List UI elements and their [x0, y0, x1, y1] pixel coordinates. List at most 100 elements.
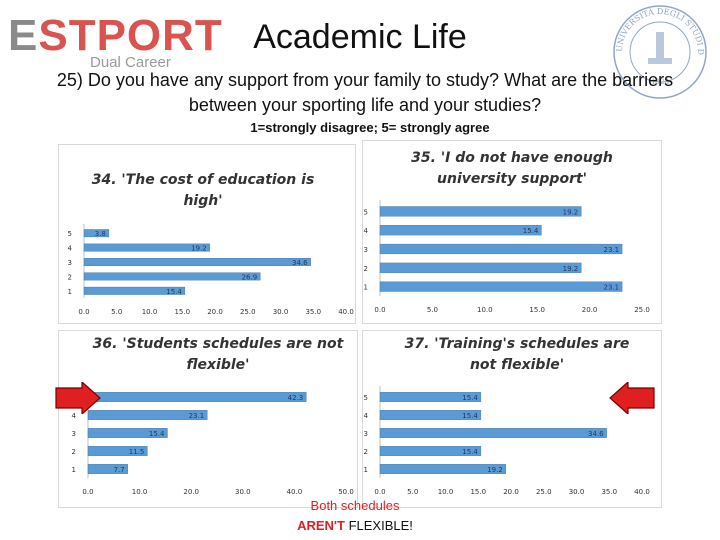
value-label: 19.2: [487, 466, 503, 474]
category-label: 4: [68, 245, 73, 253]
category-label: 3: [72, 430, 76, 438]
seal-year: 1928: [651, 78, 669, 86]
x-tick-label: 15.0: [470, 488, 486, 496]
x-tick-label: 35.0: [305, 308, 321, 316]
chart-frame: [58, 330, 358, 508]
x-tick-label: 10.0: [142, 308, 158, 316]
left-red-arrow-icon: [55, 382, 101, 414]
bar: [87, 446, 148, 456]
chart-37-plot: 0.0 5.0 10.0 15.0 20.0 25.0 30.0 35.0 40.0 1 19.2 2…: [362, 330, 662, 508]
value-label: 19.2: [563, 208, 579, 216]
chart-34-cost-of-education: 34. 'The cost of education is high' 0.0 5…: [58, 144, 356, 324]
category-label: 4: [364, 412, 369, 420]
category-label: 2: [72, 448, 76, 456]
logo-wordmark: ESTPORT: [8, 11, 222, 60]
category-label: 1: [68, 288, 72, 296]
chart-title: 36. 'Students schedules are not flexible…: [92, 336, 344, 373]
estport-logo: ESTPORT Dual Career: [8, 11, 222, 72]
category-label: 1: [72, 466, 76, 474]
footer-emphasis: AREN'T: [297, 518, 345, 533]
scale-note: 1=strongly disagree; 5= strongly agree: [250, 120, 490, 135]
chart-35-plot: 0.0 5.0 10.0 15.0 20.0 25.0 1 23.1 2 19.2 3 23.1 4 15…: [362, 140, 662, 324]
x-tick-label: 0.0: [82, 488, 93, 496]
category-label: 3: [364, 430, 368, 438]
chart-frame: [58, 144, 356, 324]
chart-frame: [362, 140, 662, 324]
value-label: 26.9: [242, 273, 258, 281]
value-label: 42.3: [288, 394, 304, 402]
bar: [87, 410, 208, 420]
x-tick-label: 0.0: [78, 308, 89, 316]
category-label: 2: [364, 265, 368, 273]
page-title: Academic Life: [253, 18, 467, 56]
chart-34-plot: 0.0 5.0 10.0 15.0 20.0 25.0 30.0 35.0 40.0 1 15.4 2…: [58, 144, 356, 324]
bar: [379, 281, 623, 292]
x-tick-label: 25.0: [240, 308, 256, 316]
x-tick-label: 0.0: [374, 306, 385, 314]
x-tick-label: 5.0: [111, 308, 122, 316]
x-tick-label: 35.0: [601, 488, 617, 496]
footer-line-2-rest: FLEXIBLE!: [344, 518, 413, 533]
bar: [379, 262, 582, 273]
bar: [379, 392, 482, 402]
chart-title: 35. 'I do not have enough university sup…: [411, 150, 613, 187]
bar: [83, 229, 110, 238]
category-label: 4: [364, 227, 369, 235]
bar: [379, 243, 623, 255]
category-label: 4: [72, 412, 77, 420]
chart-frame: [362, 330, 662, 508]
value-label: 15.4: [523, 227, 539, 235]
x-tick-label: 30.0: [273, 308, 289, 316]
category-label: 5: [364, 208, 368, 216]
x-tick-label: 10.0: [438, 488, 454, 496]
bar: [87, 464, 128, 474]
chart-35-university-support: 35. 'I do not have enough university sup…: [362, 140, 662, 324]
chart-37-training-schedules: 37. 'Training's schedules are not flexib…: [362, 330, 662, 508]
value-label: 15.4: [462, 412, 478, 420]
bar: [379, 428, 607, 438]
category-label: 2: [364, 448, 368, 456]
logo-letter-e: E: [8, 11, 39, 60]
bar: [379, 464, 506, 474]
category-label: 1: [364, 466, 368, 474]
x-tick-label: 0.0: [374, 488, 385, 496]
x-tick-label: 25.0: [536, 488, 552, 496]
x-tick-label: 20.0: [183, 488, 199, 496]
value-label: 15.4: [462, 448, 478, 456]
bar: [379, 446, 482, 456]
x-tick-label: 25.0: [634, 306, 650, 314]
logo-subtitle: Dual Career: [90, 54, 171, 71]
question-text: 25) Do you have any support from your fa…: [56, 70, 674, 115]
bar: [87, 392, 307, 402]
x-tick-label: 40.0: [287, 488, 303, 496]
x-tick-label: 20.0: [207, 308, 223, 316]
value-label: 23.1: [189, 412, 205, 420]
value-label: 15.4: [166, 288, 182, 296]
bar: [379, 225, 542, 236]
x-tick-label: 15.0: [529, 306, 545, 314]
bar: [83, 286, 186, 295]
x-tick-label: 30.0: [235, 488, 251, 496]
chart-36-plot: 0.0 10.0 20.0 30.0 40.0 50.0 1 7.7 2 11.5 3 15.4 4 23…: [58, 330, 358, 508]
x-tick-label: 10.0: [132, 488, 148, 496]
value-label: 23.1: [603, 284, 619, 292]
category-label: 3: [68, 259, 72, 267]
x-tick-label: 50.0: [338, 488, 354, 496]
university-seal: UNIVERSITÀ DEGLI STUDI DI ROMA 1928: [610, 2, 707, 99]
category-label: 3: [364, 246, 368, 254]
value-label: 3.8: [95, 230, 106, 238]
value-label: 15.4: [149, 430, 165, 438]
bar: [83, 243, 210, 252]
x-tick-label: 10.0: [477, 306, 493, 314]
x-tick-label: 20.0: [582, 306, 598, 314]
value-label: 7.7: [114, 466, 125, 474]
value-label: 34.6: [292, 259, 308, 267]
category-label: 1: [364, 284, 368, 292]
x-tick-label: 15.0: [174, 308, 190, 316]
value-label: 19.2: [563, 265, 579, 273]
x-tick-label: 5.0: [407, 488, 418, 496]
x-tick-label: 40.0: [634, 488, 650, 496]
category-label: 2: [68, 273, 72, 281]
footer-note: Both schedules AREN'T FLEXIBLE!: [270, 496, 440, 536]
value-label: 23.1: [603, 246, 619, 254]
